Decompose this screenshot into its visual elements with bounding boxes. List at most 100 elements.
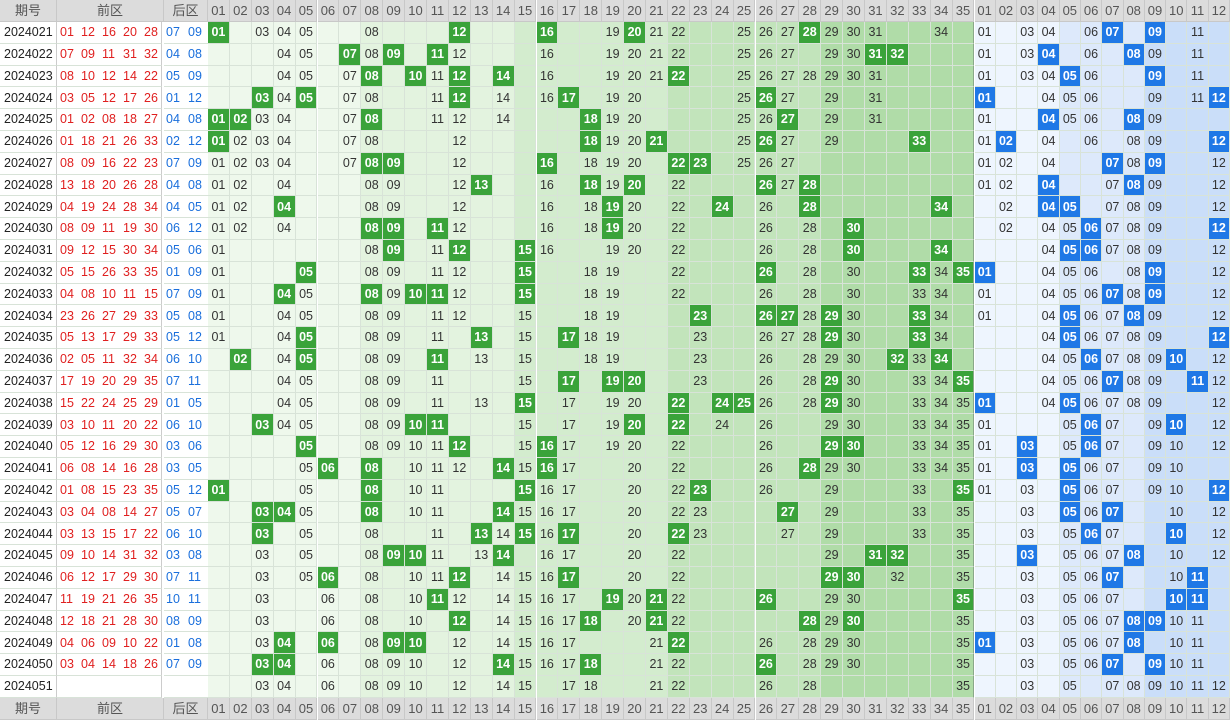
- back-trend-cell: 07: [1102, 22, 1124, 44]
- back-trend-cell: 06: [1080, 545, 1103, 567]
- back-trend-cell: [1017, 218, 1039, 240]
- front-trend-cell: [339, 632, 362, 655]
- front-draw-number: 08: [57, 218, 78, 240]
- back-trend-cell: [1187, 327, 1209, 349]
- front-trend-cell: 15: [514, 610, 537, 633]
- back-draw-number: 06: [186, 240, 208, 262]
- back-trend-cell: 01: [974, 305, 996, 328]
- front-trend-cell: [317, 283, 340, 306]
- front-trend-cell: [470, 414, 493, 437]
- back-trend-cell: 01: [974, 131, 996, 153]
- front-draw-number: 26: [141, 87, 162, 110]
- front-trend-cell: 08: [361, 414, 384, 437]
- front-trend-cell: [930, 523, 953, 546]
- front-trend-cell: [427, 676, 449, 698]
- front-col-header: 13: [470, 0, 493, 22]
- period-cell: 2024030: [0, 218, 57, 240]
- front-trend-cell: 20: [624, 65, 646, 88]
- front-col-header: 14: [492, 697, 515, 720]
- back-trend-cell: 12: [1208, 327, 1230, 349]
- front-draw-number: 08: [99, 501, 120, 524]
- back-draw-number: 10: [164, 588, 186, 611]
- back-trend-cell: 01: [974, 414, 996, 437]
- front-trend-cell: 02: [229, 109, 252, 131]
- front-trend-cell: 22: [667, 392, 690, 415]
- front-trend-cell: [799, 501, 822, 524]
- back-trend-cell: [995, 349, 1018, 371]
- front-draw-number: 11: [99, 218, 120, 240]
- front-trend-cell: [558, 218, 581, 240]
- front-trend-cell: [689, 174, 712, 197]
- front-trend-cell: [646, 501, 668, 524]
- back-trend-cell: 08: [1123, 43, 1145, 66]
- front-trend-cell: [251, 327, 274, 349]
- back-trend-cell: 11: [1187, 632, 1209, 655]
- back-trend-cell: 11: [1187, 22, 1209, 44]
- front-trend-cell: [952, 65, 975, 88]
- front-trend-cell: 10: [405, 588, 427, 611]
- back-trend-cell: 01: [974, 22, 996, 44]
- back-trend-cell: [1017, 414, 1039, 437]
- front-trend-cell: 30: [843, 632, 865, 655]
- front-trend-cell: [646, 152, 668, 175]
- front-trend-cell: 28: [799, 458, 822, 480]
- back-trend-cell: 03: [1017, 43, 1039, 66]
- front-trend-cell: 16: [536, 174, 559, 197]
- front-trend-cell: [711, 676, 734, 698]
- back-trend-cell: [974, 654, 996, 676]
- front-draw-number: 30: [141, 436, 162, 458]
- front-trend-cell: 22: [667, 588, 690, 611]
- front-trend-cell: 17: [558, 654, 581, 676]
- front-trend-cell: 01: [208, 240, 230, 262]
- front-trend-cell: 27: [777, 43, 800, 66]
- period-cell: 2024048: [0, 610, 57, 633]
- front-trend-cell: [930, 676, 953, 698]
- front-draw-number: 33: [141, 327, 162, 349]
- front-trend-cell: 25: [733, 392, 756, 415]
- front-draw-number: 04: [57, 283, 78, 306]
- front-draw-number: 15: [99, 523, 120, 546]
- front-trend-cell: [383, 458, 406, 480]
- front-trend-cell: 31: [865, 87, 887, 110]
- front-col-header: 35: [952, 697, 975, 720]
- front-trend-cell: [339, 283, 362, 306]
- period-cell: 2024043: [0, 501, 57, 524]
- front-draw-number: 17: [57, 370, 78, 393]
- front-trend-cell: 22: [667, 218, 690, 240]
- back-trend-cell: 08: [1123, 632, 1145, 655]
- front-trend-cell: [952, 196, 975, 219]
- front-trend-cell: 15: [514, 654, 537, 676]
- front-trend-cell: [251, 392, 274, 415]
- front-trend-cell: 16: [536, 501, 559, 524]
- front-trend-cell: 08: [361, 43, 384, 66]
- front-trend-cell: [646, 349, 668, 371]
- front-trend-cell: 10: [405, 501, 427, 524]
- front-trend-cell: [208, 43, 230, 66]
- front-trend-cell: 19: [602, 65, 625, 88]
- front-draw-number: 09: [78, 152, 99, 175]
- front-trend-cell: 15: [514, 632, 537, 655]
- back-trend-cell: 11: [1187, 65, 1209, 88]
- front-trend-cell: [821, 283, 844, 306]
- front-trend-cell: 22: [667, 174, 690, 197]
- front-trend-cell: 33: [908, 349, 931, 371]
- front-col-header: 09: [383, 697, 406, 720]
- back-trend-cell: 06: [1080, 479, 1103, 502]
- front-trend-cell: [865, 240, 887, 262]
- front-trend-cell: [952, 131, 975, 153]
- front-trend-cell: 29: [821, 305, 844, 328]
- front-trend-cell: 26: [755, 131, 778, 153]
- front-trend-cell: [646, 370, 668, 393]
- front-trend-cell: [952, 43, 975, 66]
- front-trend-cell: 04: [273, 327, 296, 349]
- front-trend-cell: 27: [777, 131, 800, 153]
- back-trend-cell: [1187, 501, 1209, 524]
- front-trend-cell: [952, 22, 975, 44]
- back-trend-cell: 06: [1080, 305, 1103, 328]
- back-draw-number: 05: [186, 392, 208, 415]
- front-trend-cell: 17: [558, 436, 581, 458]
- front-trend-cell: 12: [448, 567, 471, 589]
- back-trend-cell: [1187, 109, 1209, 131]
- back-draw-number: 06: [164, 218, 186, 240]
- front-trend-cell: 34: [930, 436, 953, 458]
